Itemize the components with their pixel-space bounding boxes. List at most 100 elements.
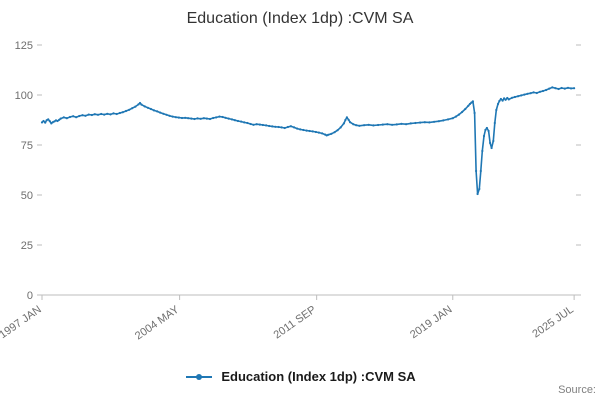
- data-point-marker: [487, 129, 490, 133]
- data-point-marker: [305, 129, 308, 132]
- data-point-marker: [196, 117, 199, 120]
- data-point-marker: [58, 118, 61, 121]
- data-point-marker: [236, 119, 240, 123]
- data-point-marker: [473, 111, 476, 115]
- data-point-marker: [349, 121, 352, 124]
- data-point-marker: [352, 123, 355, 126]
- data-point-marker: [478, 187, 481, 191]
- data-point-marker: [184, 116, 187, 119]
- data-point-marker: [451, 117, 454, 120]
- data-point-marker: [51, 121, 54, 124]
- source-label: Source:: [558, 384, 596, 396]
- data-point-marker: [137, 103, 140, 106]
- x-tick-label: 1997 JAN: [0, 304, 44, 342]
- x-tick-label: 2011 SEP: [272, 304, 319, 342]
- data-point-marker: [330, 132, 333, 135]
- data-point-marker: [149, 107, 152, 111]
- data-point-marker: [499, 97, 502, 101]
- axes: 0 25 50 75 100 125 1997 JAN 2004 MAY 2011 SEP 201…: [0, 40, 581, 342]
- data-point-marker: [493, 121, 496, 125]
- data-point-marker: [265, 124, 268, 127]
- data-point-marker: [143, 105, 146, 108]
- data-point-marker: [75, 116, 78, 119]
- data-point-marker: [517, 95, 520, 98]
- y-tick-label: 125: [15, 40, 33, 52]
- data-point-marker: [47, 118, 50, 121]
- y-tick-label: 50: [21, 190, 33, 202]
- data-point-marker: [277, 125, 280, 129]
- data-point-marker: [479, 169, 482, 173]
- data-point-marker: [112, 112, 115, 115]
- data-point-marker: [233, 119, 236, 122]
- data-point-marker: [414, 121, 417, 125]
- data-point-marker: [492, 139, 495, 143]
- data-point-marker: [311, 130, 314, 133]
- data-point-marker: [252, 123, 255, 126]
- data-point-marker: [314, 130, 317, 134]
- data-point-marker: [496, 102, 500, 106]
- chart-title: Education (Index 1dp) :CVM SA: [186, 10, 414, 27]
- data-point-marker: [115, 112, 118, 116]
- data-point-marker: [93, 113, 96, 116]
- data-point-marker: [419, 121, 422, 124]
- data-point-marker: [358, 124, 361, 127]
- data-point-marker: [138, 101, 142, 105]
- data-point-marker: [87, 113, 90, 116]
- data-point-marker: [218, 115, 221, 118]
- data-point-marker: [563, 87, 566, 90]
- data-point-marker: [152, 109, 156, 112]
- data-point-marker: [489, 141, 492, 145]
- data-point-marker: [468, 102, 471, 106]
- data-point-marker: [476, 192, 479, 196]
- y-tick-label: 75: [21, 140, 33, 152]
- data-point-marker: [498, 99, 501, 103]
- data-point-marker: [227, 117, 230, 120]
- data-point-marker: [84, 114, 87, 117]
- data-point-marker: [355, 124, 358, 127]
- data-point-marker: [501, 99, 504, 102]
- x-tick-label: 2004 MAY: [133, 303, 182, 342]
- data-point-marker: [342, 122, 345, 125]
- data-point-marker: [124, 109, 128, 113]
- data-point-marker: [437, 120, 440, 123]
- data-point-marker: [485, 126, 488, 130]
- data-point-marker: [246, 121, 249, 125]
- data-point-marker: [103, 113, 106, 116]
- data-point-marker: [221, 115, 224, 119]
- data-point-marker: [261, 123, 264, 127]
- data-point-marker: [90, 113, 93, 117]
- data-point-marker: [199, 117, 202, 120]
- data-point-marker: [44, 121, 47, 124]
- data-point-marker: [428, 121, 431, 124]
- data-point-marker: [293, 126, 296, 129]
- data-point-marker: [395, 123, 398, 126]
- data-point-marker: [302, 128, 305, 132]
- data-point-marker: [526, 92, 529, 95]
- data-point-marker: [495, 108, 498, 112]
- data-point-marker: [464, 107, 467, 111]
- data-point-marker: [475, 169, 478, 173]
- data-point-marker: [240, 120, 243, 123]
- data-point-marker: [165, 113, 168, 116]
- data-point-marker: [215, 116, 218, 119]
- data-point-marker: [271, 125, 274, 128]
- data-point-marker: [65, 117, 68, 120]
- data-point-marker: [190, 117, 193, 120]
- data-point-marker: [162, 112, 165, 115]
- legend-label: Education (Index 1dp) :CVM SA: [221, 369, 416, 384]
- data-point-marker: [513, 95, 517, 99]
- y-tick-label: 0: [27, 290, 33, 302]
- data-point-marker: [454, 115, 457, 118]
- data-point-marker: [283, 126, 286, 130]
- data-point-marker: [255, 123, 258, 126]
- data-point-marker: [372, 124, 375, 127]
- data-point-marker: [118, 111, 121, 115]
- data-point-marker: [171, 115, 174, 118]
- data-point-marker: [557, 87, 560, 91]
- data-point-marker: [339, 126, 342, 129]
- legend[interactable]: Education (Index 1dp) :CVM SA: [0, 369, 600, 384]
- data-point-marker: [510, 96, 514, 99]
- data-point-marker: [481, 149, 484, 153]
- data-point-marker: [363, 124, 366, 127]
